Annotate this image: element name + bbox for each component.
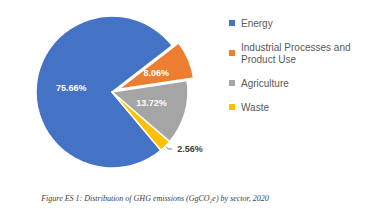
svg-text:2.56%: 2.56% xyxy=(177,144,203,154)
svg-text:Figure ES 1: Distribution of G: Figure ES 1: Distribution of GHG emissio… xyxy=(40,194,269,203)
svg-text:Agriculture: Agriculture xyxy=(241,78,289,89)
svg-text:13.72%: 13.72% xyxy=(136,98,167,108)
svg-text:Product Use: Product Use xyxy=(241,54,296,65)
svg-text:75.66%: 75.66% xyxy=(56,83,87,93)
svg-text:Energy: Energy xyxy=(241,18,273,29)
svg-text:8.06%: 8.06% xyxy=(143,68,169,78)
svg-text:Waste: Waste xyxy=(241,102,269,113)
svg-text:Industrial Processes and: Industrial Processes and xyxy=(241,42,353,53)
